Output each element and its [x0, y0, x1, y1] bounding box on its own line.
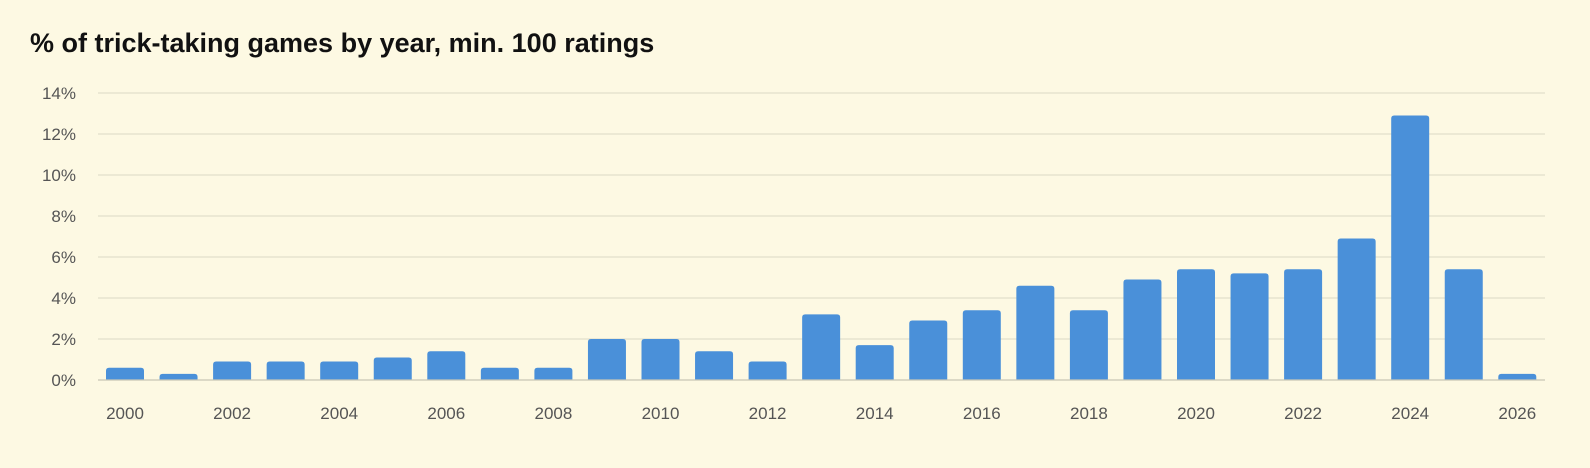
- x-tick-label: 2002: [213, 404, 251, 423]
- y-tick-label: 4%: [51, 289, 76, 308]
- bar-2012[interactable]: [748, 361, 787, 380]
- bar-2019[interactable]: [1123, 279, 1162, 380]
- bar-2003[interactable]: [266, 361, 305, 380]
- bar-2024[interactable]: [1391, 115, 1430, 381]
- chart-title: % of trick-taking games by year, min. 10…: [30, 28, 655, 58]
- bar-2016[interactable]: [962, 310, 1001, 380]
- grid-lines: [98, 92, 1545, 340]
- bar-2011[interactable]: [695, 351, 734, 380]
- x-tick-label: 2010: [642, 404, 680, 423]
- bar-2013[interactable]: [802, 314, 841, 380]
- bar-2002[interactable]: [213, 361, 252, 380]
- bar-2017[interactable]: [1016, 285, 1055, 380]
- bar-2005[interactable]: [373, 357, 412, 380]
- x-tick-label: 2022: [1284, 404, 1322, 423]
- y-tick-label: 14%: [42, 84, 76, 103]
- y-tick-label: 6%: [51, 248, 76, 267]
- bars: [106, 115, 1537, 381]
- bar-2004[interactable]: [320, 361, 359, 380]
- bar-2001[interactable]: [159, 373, 198, 380]
- y-tick-label: 2%: [51, 330, 76, 349]
- x-tick-label: 2006: [427, 404, 465, 423]
- x-tick-label: 2026: [1498, 404, 1536, 423]
- bar-2009[interactable]: [587, 339, 626, 380]
- bar-2007[interactable]: [480, 367, 519, 380]
- x-tick-label: 2018: [1070, 404, 1108, 423]
- y-tick-label: 8%: [51, 207, 76, 226]
- bar-2014[interactable]: [855, 345, 894, 380]
- x-tick-label: 2014: [856, 404, 894, 423]
- bar-2026[interactable]: [1498, 373, 1537, 380]
- y-tick-label: 0%: [51, 371, 76, 390]
- x-axis-tick-labels: 2000 2002 2004 2006 2008 2010 2012 2014 2016 2018…: [106, 404, 1536, 423]
- x-tick-label: 2012: [749, 404, 787, 423]
- x-tick-label: 2008: [534, 404, 572, 423]
- bar-2025[interactable]: [1444, 269, 1483, 380]
- bar-2008[interactable]: [534, 367, 573, 380]
- x-tick-label: 2004: [320, 404, 358, 423]
- bar-2021[interactable]: [1230, 273, 1269, 380]
- bar-2000[interactable]: [106, 367, 144, 380]
- x-tick-label: 2020: [1177, 404, 1215, 423]
- bar-2020[interactable]: [1177, 269, 1215, 380]
- x-tick-label: 2024: [1391, 404, 1429, 423]
- y-tick-label: 10%: [42, 166, 76, 185]
- bar-2010[interactable]: [641, 339, 680, 380]
- bar-2006[interactable]: [427, 351, 466, 380]
- bar-2022[interactable]: [1284, 269, 1323, 380]
- x-tick-label: 2000: [106, 404, 144, 423]
- bar-2015[interactable]: [909, 320, 948, 380]
- y-tick-label: 12%: [42, 125, 76, 144]
- bar-2023[interactable]: [1337, 238, 1376, 380]
- y-axis-tick-labels: 0% 2% 4% 6% 8% 10% 12% 14%: [42, 84, 76, 390]
- bar-2018[interactable]: [1069, 310, 1108, 380]
- x-tick-label: 2016: [963, 404, 1001, 423]
